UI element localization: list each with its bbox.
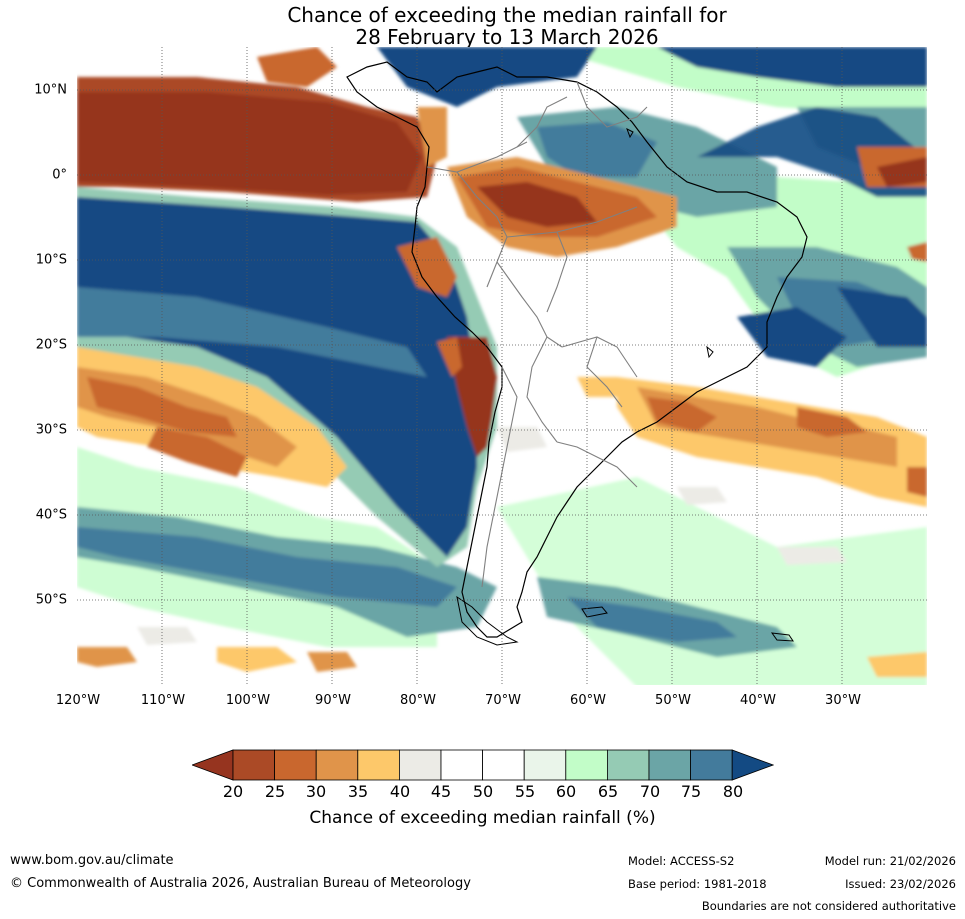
lon-label-80w: 80°W xyxy=(400,693,436,708)
colorbar-tick: 80 xyxy=(722,782,744,801)
colorbar-tick: 65 xyxy=(597,782,619,801)
colorbar-extend-high xyxy=(731,749,774,781)
colorbar-cell xyxy=(606,749,650,781)
colorbar-label: Chance of exceeding median rainfall (%) xyxy=(309,808,656,828)
lon-label-60w: 60°W xyxy=(570,693,606,708)
title-line-1: Chance of exceeding the median rainfall … xyxy=(287,3,727,27)
south-america-coastline xyxy=(346,61,808,638)
colorbar-tick: 70 xyxy=(639,782,661,801)
colorbar-cell xyxy=(357,749,400,781)
colorbar-tick: 75 xyxy=(680,782,702,801)
colorbar xyxy=(192,749,774,781)
lat-label-40s: 40°S xyxy=(35,507,67,523)
colorbar-cell xyxy=(232,749,275,781)
colorbar-cell xyxy=(690,749,733,781)
coastal-island xyxy=(706,345,714,359)
model-text: Model: ACCESS-S2 xyxy=(628,854,735,868)
lon-label-110w: 110°W xyxy=(140,693,186,708)
colorbar-cell xyxy=(482,749,525,781)
falkland-islands xyxy=(581,606,608,618)
colorbar-tick: 55 xyxy=(514,782,536,801)
colorbar-cell xyxy=(565,749,608,781)
map-graticule xyxy=(77,47,927,685)
colorbar-tick: 60 xyxy=(555,782,577,801)
lat-label-0: 0° xyxy=(52,167,67,183)
colorbar-cell xyxy=(523,749,567,781)
colorbar-cell xyxy=(440,749,483,781)
colorbar-cell xyxy=(315,749,359,781)
issued-text: Issued: 23/02/2026 xyxy=(845,877,956,891)
map-title: Chance of exceeding the median rainfall … xyxy=(0,4,965,48)
colorbar-cell xyxy=(398,749,442,781)
lat-label-30s: 30°S xyxy=(35,422,67,438)
lat-label-10n: 10°N xyxy=(34,82,67,98)
lat-label-20s: 20°S xyxy=(35,337,67,353)
base-period-text: Base period: 1981-2018 xyxy=(628,877,767,891)
colorbar-cell xyxy=(648,749,691,781)
lon-label-70w: 70°W xyxy=(485,693,521,708)
colorbar-tick: 40 xyxy=(389,782,411,801)
lon-label-30w: 30°W xyxy=(825,693,861,708)
lon-label-90w: 90°W xyxy=(315,693,351,708)
title-line-2: 28 February to 13 March 2026 xyxy=(355,25,659,49)
lon-label-40w: 40°W xyxy=(740,693,776,708)
lat-label-50s: 50°S xyxy=(35,592,67,608)
caribbean-island xyxy=(626,127,634,139)
website-text: www.bom.gov.au/climate xyxy=(10,853,174,868)
colorbar-tick: 25 xyxy=(264,782,286,801)
lon-label-100w: 100°W xyxy=(225,693,271,708)
lon-label-120w: 120°W xyxy=(55,693,101,708)
colorbar-cell xyxy=(274,749,317,781)
model-run-text: Model run: 21/02/2026 xyxy=(824,854,956,868)
colorbar-tick: 30 xyxy=(305,782,327,801)
tierra-del-fuego xyxy=(456,595,519,646)
lat-label-10s: 10°S xyxy=(35,252,67,268)
colorbar-tick: 20 xyxy=(222,782,244,801)
map-canvas xyxy=(77,47,927,685)
rainfall-probability-map xyxy=(77,47,927,685)
lon-label-50w: 50°W xyxy=(655,693,691,708)
disclaimer-text: Boundaries are not considered authoritat… xyxy=(701,899,956,913)
colorbar-tick: 45 xyxy=(430,782,452,801)
colorbar-extend-low xyxy=(192,749,234,781)
colorbar-tick: 35 xyxy=(347,782,369,801)
south-georgia-island xyxy=(770,632,794,642)
copyright-text: © Commonwealth of Australia 2026, Austra… xyxy=(10,876,471,891)
colorbar-tick: 50 xyxy=(472,782,494,801)
